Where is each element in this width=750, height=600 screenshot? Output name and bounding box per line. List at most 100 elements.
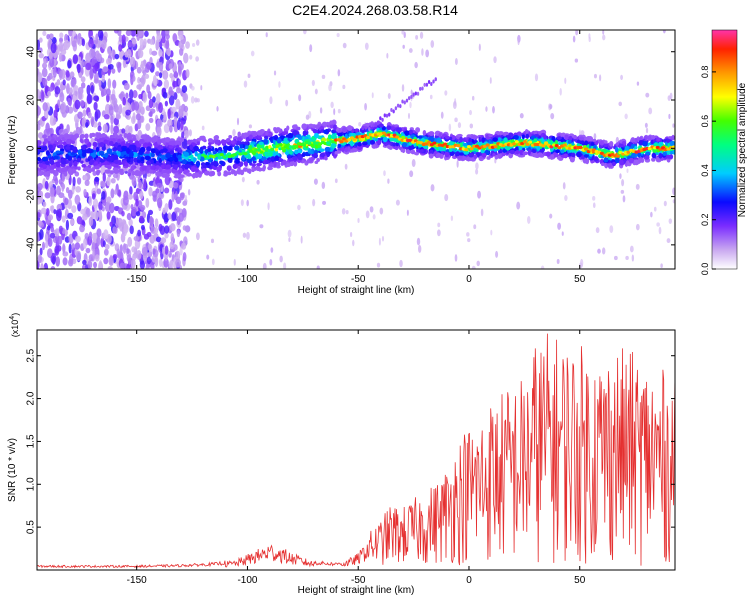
heatmap-cell	[197, 148, 204, 153]
heatmap-cell	[427, 140, 432, 144]
heatmap-cell	[81, 152, 87, 158]
heatmap-cell	[543, 133, 547, 140]
heatmap-cell	[274, 147, 279, 152]
y-tick-label: 0	[26, 145, 37, 151]
heatmap-cell	[372, 214, 376, 220]
heatmap-cell	[520, 141, 525, 146]
heatmap-cell	[635, 223, 640, 231]
heatmap-cell	[533, 138, 538, 143]
heatmap-cell	[669, 140, 675, 146]
heatmap-cell	[624, 113, 628, 120]
heatmap-cell	[173, 116, 178, 126]
heatmap-cell	[489, 77, 492, 84]
heatmap-cell	[135, 170, 140, 177]
heatmap-cell	[189, 54, 193, 60]
heatmap-cell	[108, 140, 114, 146]
heatmap-cell	[92, 249, 96, 260]
heatmap-cell	[159, 258, 163, 268]
heatmap-cell	[104, 164, 111, 169]
heatmap-cell	[89, 168, 96, 172]
heatmap-cell	[187, 158, 192, 162]
heatmap-cell	[478, 43, 481, 52]
heatmap-cell	[343, 127, 347, 133]
heatmap-cell	[322, 121, 327, 126]
heatmap-cell	[76, 63, 81, 74]
heatmap-cell	[518, 145, 523, 151]
heatmap-cell	[72, 30, 77, 37]
heatmap-cell	[602, 30, 605, 35]
heatmap-cell	[230, 140, 236, 144]
heatmap-cell	[291, 156, 298, 161]
heatmap-cell	[521, 134, 525, 140]
heatmap-cell	[50, 252, 57, 264]
heatmap-cell	[41, 156, 48, 162]
heatmap-cell	[45, 207, 50, 217]
heatmap-cell	[47, 90, 52, 97]
heatmap-cell	[42, 164, 47, 170]
heatmap-cell	[174, 147, 179, 152]
heatmap-cell	[340, 146, 345, 152]
heatmap-cell	[61, 159, 67, 165]
heatmap-cell	[430, 184, 435, 192]
heatmap-cell	[574, 58, 579, 63]
heatmap-cell	[364, 42, 369, 50]
heatmap-cell	[609, 225, 614, 234]
heatmap-cell	[278, 81, 281, 88]
heatmap-cell	[576, 151, 582, 158]
heatmap-cell	[101, 74, 105, 83]
heatmap-cell	[329, 124, 334, 129]
heatmap-cell	[264, 135, 269, 140]
heatmap-cell	[466, 232, 470, 237]
heatmap-cell	[90, 116, 95, 126]
heatmap-cell	[93, 101, 98, 111]
heatmap-cell	[79, 100, 85, 108]
heatmap-cell	[175, 258, 181, 268]
heatmap-cell	[145, 136, 150, 141]
heatmap-cell	[46, 33, 51, 40]
heatmap-cell	[166, 169, 172, 174]
heatmap-cell	[329, 120, 333, 125]
heatmap-cell	[108, 256, 114, 267]
heatmap-cell	[88, 38, 94, 48]
heatmap-cell	[164, 202, 169, 213]
heatmap-cell	[477, 141, 483, 146]
heatmap-cell	[618, 159, 624, 166]
heatmap-cell	[456, 160, 459, 168]
colorbar-frame	[711, 29, 738, 270]
heatmap-cell	[301, 152, 306, 158]
heatmap-cell	[169, 156, 175, 162]
heatmap-cell	[173, 70, 178, 79]
heatmap-cell	[657, 137, 661, 142]
heatmap-cell	[120, 151, 124, 158]
heatmap-cell	[394, 106, 398, 111]
heatmap-cell	[590, 142, 595, 146]
heatmap-cell	[67, 59, 72, 69]
heatmap-cell	[113, 169, 120, 174]
heatmap-cell	[428, 136, 435, 143]
heatmap-cell	[256, 162, 262, 167]
heatmap-cell	[43, 139, 49, 143]
heatmap-cell	[142, 38, 147, 46]
heatmap-cell	[56, 79, 61, 86]
heatmap-cell	[406, 209, 409, 216]
heatmap-cell	[440, 111, 444, 119]
heatmap-cell	[182, 159, 188, 165]
heatmap-cell	[540, 265, 545, 269]
heatmap-cell	[107, 63, 114, 70]
heatmap-cell	[61, 183, 66, 190]
heatmap-cell	[157, 139, 162, 145]
heatmap-cell	[194, 97, 198, 103]
heatmap-cell	[292, 129, 299, 136]
heatmap-cell	[493, 56, 497, 64]
heatmap-cell	[392, 142, 396, 147]
heatmap-cell	[667, 149, 671, 155]
heatmap-cell	[506, 135, 511, 140]
heatmap-cell	[122, 243, 127, 254]
heatmap-cell	[485, 106, 488, 112]
heatmap-cell	[534, 73, 539, 82]
heatmap-cell	[119, 222, 125, 232]
heatmap-cell	[635, 183, 640, 190]
heatmap-cell	[559, 88, 562, 96]
heatmap-cell	[256, 130, 263, 136]
heatmap-cell	[381, 235, 385, 242]
